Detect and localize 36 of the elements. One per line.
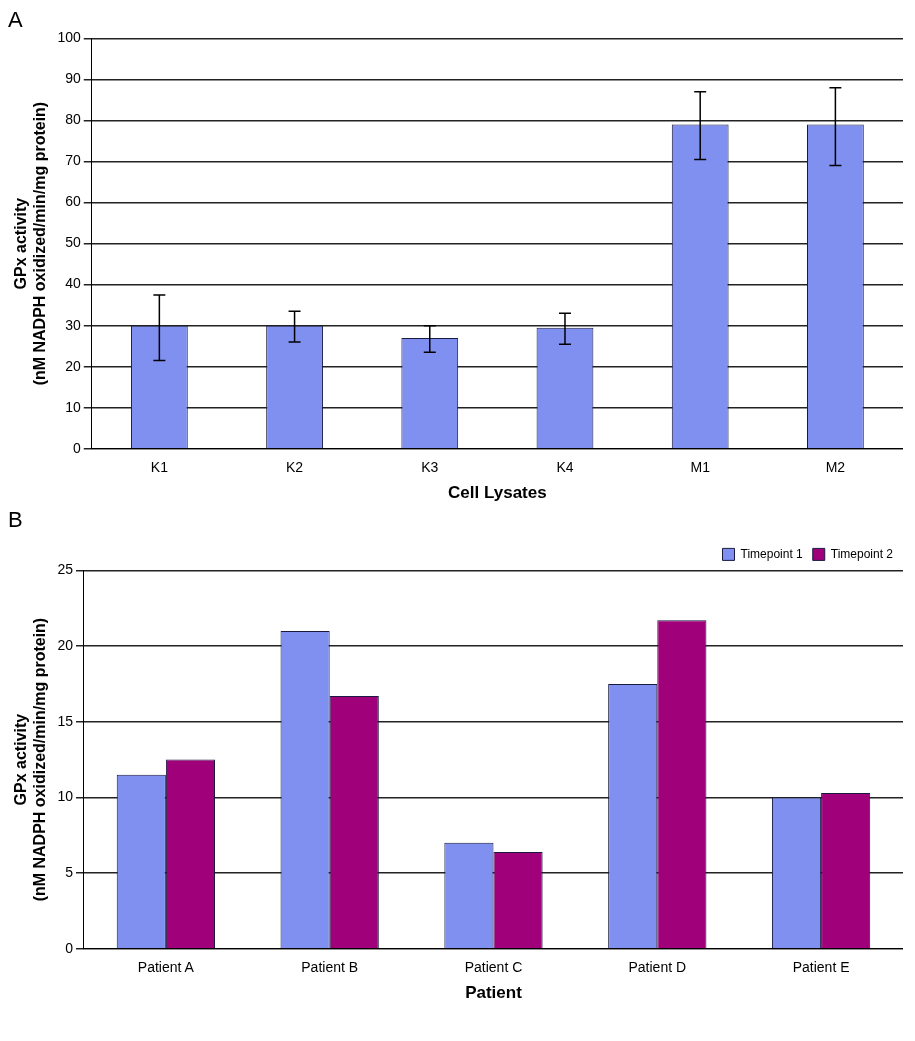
y-tick-label: 15 — [57, 712, 74, 729]
y-tick-label: 30 — [65, 316, 81, 333]
x-tick-label: M1 — [690, 459, 711, 476]
y-tick-label: 20 — [57, 636, 74, 653]
y-tick-label: 20 — [65, 357, 81, 374]
y-tick-label: 5 — [65, 863, 74, 880]
y-tick-label: 10 — [65, 398, 81, 415]
legend-label: Timepoint 2 — [830, 546, 894, 561]
x-tick-label: Patient E — [792, 959, 850, 976]
y-tick-label: 70 — [65, 152, 81, 169]
x-tick-label: K4 — [556, 459, 574, 476]
x-tick-label: Patient C — [464, 959, 523, 976]
x-tick-label: Patient D — [628, 959, 687, 976]
y-tick-label: 0 — [65, 939, 74, 956]
y-tick-label: 100 — [57, 29, 81, 46]
chart-title: B — [8, 507, 23, 533]
y-tick-label: 10 — [57, 788, 74, 805]
x-axis-title: Patient — [465, 983, 523, 1003]
y-tick-label: 50 — [65, 234, 81, 251]
y-tick-label: 80 — [65, 111, 81, 128]
x-tick-label: K1 — [150, 459, 169, 476]
y-tick-label: 40 — [65, 275, 81, 292]
y-tick-label: 60 — [65, 193, 81, 210]
x-tick-label: Patient A — [137, 959, 195, 976]
y-tick-label: 90 — [65, 70, 81, 87]
y-tick-label: 0 — [72, 439, 81, 456]
x-tick-label: M2 — [825, 459, 846, 476]
y-tick-label: 25 — [57, 561, 74, 578]
legend-label: Timepoint 1 — [740, 546, 804, 561]
x-axis-title: Cell Lysates — [448, 483, 547, 503]
x-tick-label: K3 — [421, 459, 439, 476]
y-axis-title: GPx activity (nM NADPH oxidized/min/mg protein) — [12, 101, 49, 386]
y-axis-title: GPx activity (nM NADPH oxidized/min/mg protein) — [12, 617, 49, 902]
x-tick-label: K2 — [286, 459, 304, 476]
x-tick-label: Patient B — [301, 959, 359, 976]
chart-title: A — [8, 7, 23, 33]
